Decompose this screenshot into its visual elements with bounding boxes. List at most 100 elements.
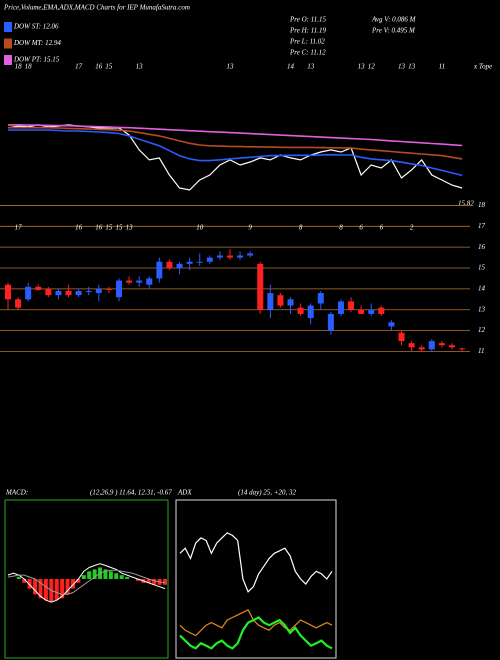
y-tick-label: 15 — [478, 264, 486, 272]
info-text: Pre V: 0.495 M — [371, 27, 416, 35]
x-tick-label: 14 — [287, 63, 295, 71]
candle-body — [216, 255, 223, 258]
macd-line — [7, 569, 166, 595]
candle-body — [287, 299, 294, 306]
candle-body — [65, 290, 72, 296]
candle-body — [196, 261, 203, 263]
macd-histogram-bar — [22, 579, 27, 583]
annotation: 15.82 — [458, 200, 474, 208]
macd-histogram-bar — [65, 579, 70, 595]
candle-body — [15, 299, 22, 308]
macd-histogram-bar — [54, 579, 59, 601]
candle-body — [166, 261, 173, 269]
candle-body — [297, 307, 304, 314]
candle-body — [85, 290, 92, 292]
x-tick-label: 13 — [307, 63, 315, 71]
candle-body — [237, 255, 244, 258]
candle-body — [267, 293, 274, 310]
macd-histogram-bar — [146, 579, 151, 583]
candle-body — [5, 284, 11, 300]
macd-histogram-bar — [114, 573, 119, 579]
x-tick-label: 16 — [75, 224, 83, 232]
x-tick-label: 13 — [398, 63, 406, 71]
macd-histogram-bar — [60, 579, 65, 599]
x-tick-label: 10 — [196, 224, 204, 232]
candle-body — [186, 261, 193, 264]
adx-line — [179, 532, 333, 593]
macd-histogram-bar — [119, 575, 124, 579]
candle-body — [156, 261, 163, 279]
macd-histogram-bar — [27, 579, 32, 589]
x-tick-label: 6 — [359, 224, 363, 232]
x-tick-label: 11 — [439, 63, 445, 71]
macd-histogram-bar — [16, 577, 21, 579]
candle-body — [337, 301, 344, 314]
x-tick-label: 13 — [136, 63, 144, 71]
y-tick-label: 18 — [478, 201, 486, 209]
info-text: Pre H: 11.19 — [289, 27, 326, 35]
candle-body — [136, 280, 143, 283]
y-tick-label: 16 — [478, 243, 486, 251]
x-tick-label: 13 — [126, 224, 134, 232]
candle-body — [176, 263, 183, 269]
x-tick-label: 15 — [105, 224, 113, 232]
candle-body — [25, 286, 32, 300]
x-tick-label: 6 — [380, 224, 384, 232]
x-tick-label: 15 — [105, 63, 113, 71]
candle-body — [388, 322, 395, 327]
x-tick-label: 9 — [248, 224, 252, 232]
x-tick-label: 8 — [339, 224, 343, 232]
x-tick-label: 16 — [95, 224, 103, 232]
info-text: Pre C: 11.12 — [289, 49, 326, 57]
candle-body — [398, 332, 405, 342]
ema-line — [8, 124, 463, 147]
candle-body — [348, 301, 355, 310]
x-tick-label: 17 — [75, 63, 83, 71]
panel-label: MACD: — [5, 489, 28, 497]
macd-histogram-bar — [70, 579, 75, 589]
x-tick-label: 2 — [410, 224, 414, 232]
y-tick-label: 12 — [478, 326, 486, 334]
y-tick-label: 11 — [478, 347, 484, 355]
x-tick-label: 12 — [368, 63, 376, 71]
adx-line — [179, 616, 333, 650]
panel-frame — [4, 499, 169, 659]
ema-line — [8, 129, 463, 177]
x-tick-label: 17 — [15, 224, 23, 232]
y-tick-label: 13 — [478, 305, 486, 313]
x-tick-label: 13 — [226, 63, 234, 71]
candle-body — [358, 309, 365, 314]
macd-histogram-bar — [125, 577, 130, 579]
macd-histogram-bar — [135, 579, 140, 581]
legend-label: DOW ST: 12.06 — [13, 23, 59, 31]
x-tick-label: 8 — [299, 224, 303, 232]
macd-histogram-bar — [103, 569, 108, 579]
macd-histogram-bar — [43, 579, 48, 601]
legend-swatch — [4, 38, 12, 49]
candle-body — [105, 288, 112, 290]
candle-body — [95, 288, 102, 294]
macd-histogram-bar — [87, 571, 92, 579]
candle-body — [75, 290, 82, 296]
candle-body — [247, 253, 254, 256]
candle-body — [126, 280, 133, 283]
x-tick-label: 18 — [15, 63, 23, 71]
candle-body — [408, 343, 415, 348]
macd-histogram-bar — [108, 571, 113, 579]
candle-body — [378, 307, 385, 314]
x-tick-label: 18 — [25, 63, 33, 71]
panel-title: (14 day) 25, +20, 32 — [238, 489, 296, 497]
y-tick-label: 17 — [478, 222, 486, 230]
candle-body — [35, 286, 42, 290]
legend-swatch — [4, 55, 12, 65]
adx-line — [179, 608, 333, 637]
candle-body — [226, 255, 233, 258]
candle-body — [438, 343, 445, 346]
x-tick-label: 13 — [408, 63, 416, 71]
macd-line — [7, 563, 166, 603]
candle-body — [277, 295, 284, 306]
info-text: Avg V: 0.086 M — [371, 16, 417, 24]
candle-body — [257, 263, 264, 310]
candle-body — [327, 313, 334, 331]
